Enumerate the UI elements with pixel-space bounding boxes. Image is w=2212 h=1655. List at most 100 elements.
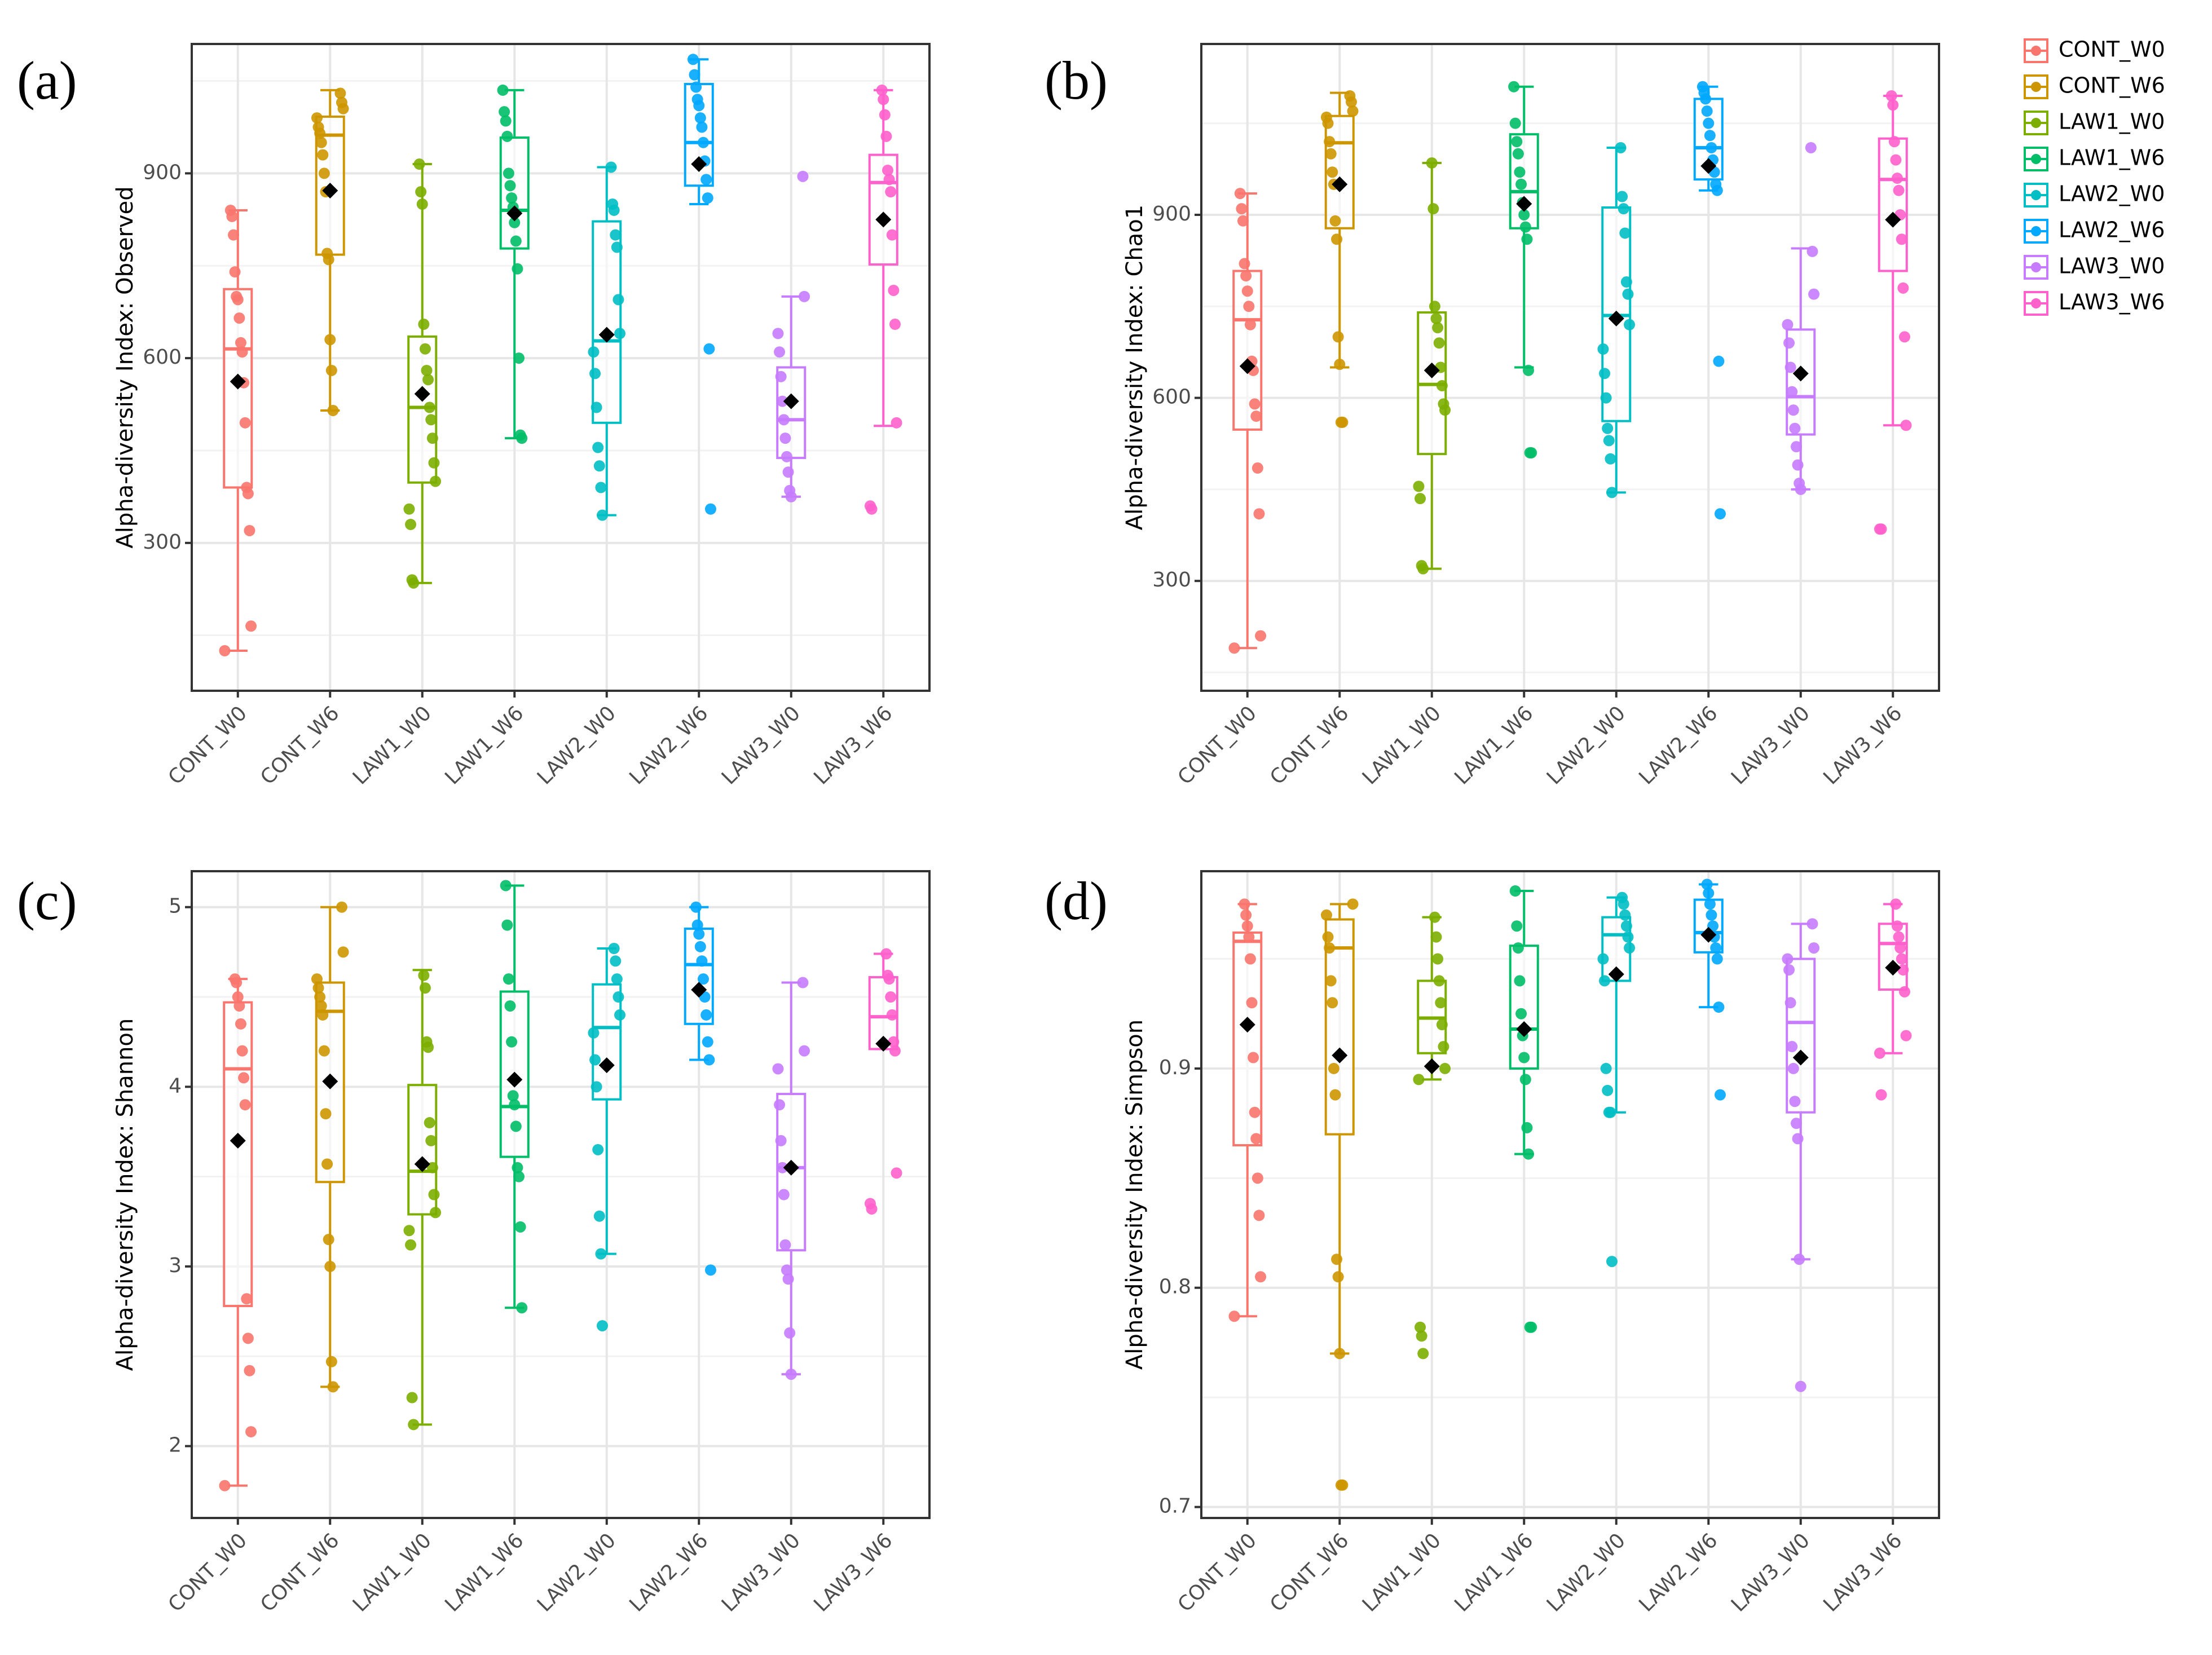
data-point (229, 973, 241, 985)
data-point (235, 337, 246, 348)
data-point (1416, 560, 1427, 572)
data-point (1249, 398, 1261, 410)
box-law2-w0 (1597, 892, 1636, 1268)
legend-item-law2-w6: LAW2_W6 (2024, 218, 2165, 244)
data-point (608, 943, 620, 955)
data-point (244, 524, 255, 536)
data-point (1706, 142, 1717, 153)
data-point (1329, 215, 1341, 227)
data-point (1243, 301, 1255, 312)
data-point (1524, 447, 1536, 458)
mean-marker (875, 1035, 892, 1052)
data-point (1234, 188, 1246, 200)
data-point (1896, 953, 1907, 965)
data-point (889, 319, 901, 330)
box-cont-w6 (311, 87, 349, 416)
data-point (700, 174, 712, 186)
box-cont-w0 (1228, 898, 1267, 1322)
panel-letter: (b) (1045, 50, 1108, 111)
data-point (593, 1210, 605, 1222)
data-point (336, 96, 347, 108)
data-point (312, 982, 324, 994)
box-iqr (592, 983, 622, 1101)
data-point (774, 346, 786, 358)
legend-label: LAW1_W6 (2059, 145, 2165, 170)
panel-border (1200, 43, 1940, 692)
data-point (1599, 368, 1611, 379)
data-point (1782, 953, 1794, 965)
data-point (883, 174, 895, 186)
data-point (1703, 887, 1715, 899)
box-law1-w6 (1508, 81, 1539, 458)
data-point (1615, 142, 1627, 153)
mean-marker (1239, 358, 1255, 374)
mean-marker (1792, 1049, 1809, 1066)
data-point (1250, 1133, 1262, 1145)
mean-marker (230, 1132, 246, 1149)
data-point (1327, 997, 1338, 1009)
data-point (501, 919, 513, 931)
data-point (702, 192, 713, 204)
data-point (1789, 1096, 1801, 1107)
box-cont-w6 (311, 901, 349, 1393)
x-tick-label: LAW2_W6 (625, 701, 712, 789)
data-point (516, 1302, 528, 1314)
data-point (315, 1000, 327, 1012)
data-point (589, 1054, 601, 1066)
data-point (704, 1264, 716, 1276)
data-point (408, 1419, 420, 1431)
data-point (424, 1117, 435, 1129)
data-point (233, 1000, 245, 1012)
y-axis-label: Alpha-diversity Index: Simpson (1122, 1020, 1148, 1370)
legend-item-law3-w6: LAW3_W6 (2024, 290, 2165, 316)
data-point (415, 186, 427, 198)
data-point (506, 192, 518, 204)
legend-label: CONT_W6 (2059, 73, 2165, 98)
data-point (501, 130, 513, 142)
data-point (596, 1320, 608, 1332)
mean-marker (1239, 1017, 1255, 1033)
legend-item-law1-w0: LAW1_W0 (2024, 109, 2165, 135)
data-point (406, 574, 418, 586)
mean-marker (1516, 1021, 1532, 1037)
data-point (889, 1045, 901, 1057)
data-point (885, 186, 897, 198)
data-point (891, 1167, 902, 1179)
box-law3-w6 (1874, 90, 1912, 535)
data-point (1603, 435, 1615, 447)
data-point (506, 1036, 518, 1048)
data-point (229, 266, 241, 278)
data-point (403, 1225, 415, 1237)
x-tick-label: LAW2_W0 (533, 701, 620, 789)
data-point (698, 973, 710, 985)
mean-marker (322, 1073, 338, 1089)
data-point (1893, 931, 1905, 943)
data-point (1332, 331, 1344, 343)
data-point (1514, 166, 1526, 178)
box-law3-w6 (864, 948, 902, 1215)
data-point (611, 241, 623, 253)
y-tick-label: 0.7 (1159, 1495, 1191, 1518)
data-point (227, 229, 239, 241)
data-point (777, 395, 788, 407)
data-point (611, 973, 623, 985)
data-point (1250, 411, 1262, 422)
mean-marker (1792, 365, 1809, 382)
data-point (1900, 420, 1912, 431)
x-tick-label: LAW1_W0 (349, 1529, 436, 1616)
data-point (1320, 111, 1332, 123)
data-point (219, 645, 231, 656)
data-point (421, 1036, 433, 1048)
data-point (311, 112, 323, 124)
box-cont-w6 (1320, 898, 1359, 1491)
data-point (1327, 166, 1338, 178)
data-point (1509, 117, 1521, 129)
data-point (239, 417, 251, 429)
data-point (418, 969, 430, 981)
data-point (1433, 975, 1445, 987)
data-point (1512, 148, 1524, 160)
data-point (1805, 142, 1817, 153)
data-point (1790, 1118, 1802, 1129)
data-point (1439, 1062, 1451, 1074)
